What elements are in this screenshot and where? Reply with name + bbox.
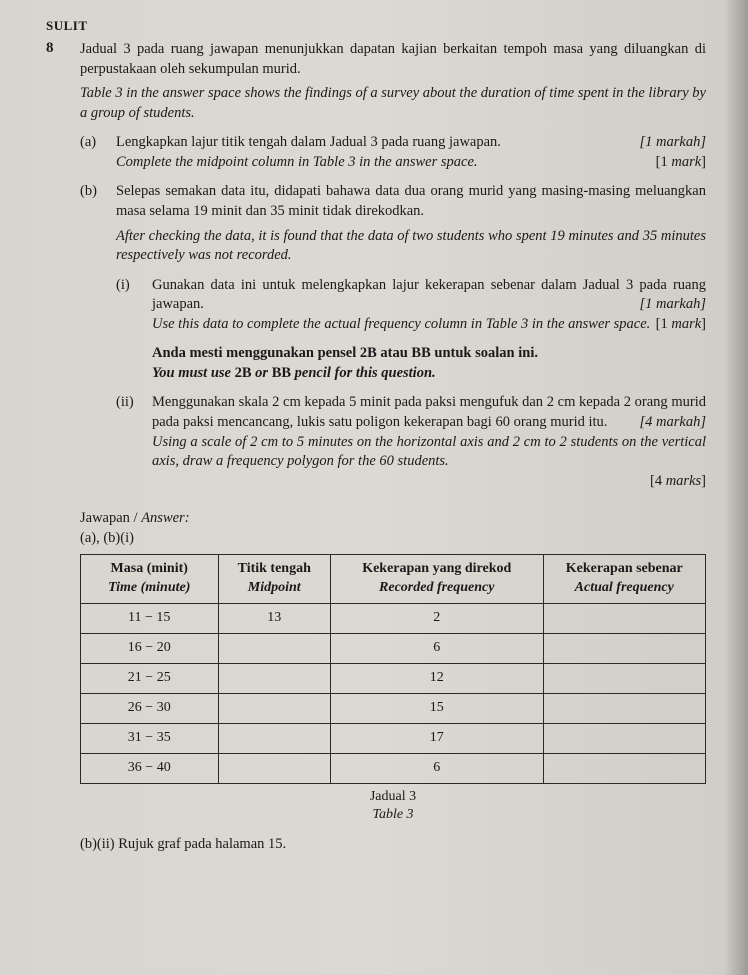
part-a: (a) Lengkapkan lajur titik tengah dalam … (80, 133, 706, 172)
answer-heading-en: Answer: (141, 510, 189, 526)
cell-range: 11 − 15 (81, 604, 219, 634)
table-3-wrap: Masa (minit) Time (minute) Titik tengah … (80, 554, 706, 825)
part-b-ii-ms: Menggunakan skala 2 cm kepada 5 minit pa… (152, 393, 706, 432)
part-b-i-en: Use this data to complete the actual fre… (152, 315, 706, 335)
intro-en: Table 3 in the answer space shows the fi… (80, 84, 706, 123)
table-3: Masa (minit) Time (minute) Titik tengah … (80, 554, 706, 783)
question-body: Jadual 3 pada ruang jawapan menunjukkan … (80, 40, 706, 855)
cell-recorded: 2 (331, 604, 544, 634)
part-b-i: (i) Gunakan data ini untuk melengkapkan … (116, 276, 706, 384)
cell-recorded: 12 (331, 663, 544, 693)
cell-actual (543, 723, 706, 753)
cell-actual (543, 693, 706, 723)
table-row: 11 − 15132 (81, 604, 706, 634)
answer-section: Jawapan / Answer: (a), (b)(i) Masa (mini… (80, 509, 706, 855)
table-row: 21 − 25 12 (81, 663, 706, 693)
table-row: 26 − 30 15 (81, 693, 706, 723)
th-time-en: Time (minute) (108, 580, 190, 595)
header-sulit: SULIT (46, 18, 706, 34)
part-b: (b) Selepas semakan data itu, didapati b… (80, 182, 706, 491)
cell-recorded: 6 (331, 753, 544, 783)
th-time: Masa (minit) Time (minute) (81, 555, 219, 604)
th-act: Kekerapan sebenar Actual frequency (543, 555, 706, 604)
part-b-ii-mark-en: [4 marks] (152, 472, 706, 492)
cell-recorded: 17 (331, 723, 544, 753)
answer-heading-ms: Jawapan / (80, 510, 141, 526)
part-b-i-mark-en: [1 mark] (656, 315, 706, 335)
part-b-ii-label: (ii) (116, 393, 142, 491)
th-rec-en: Recorded frequency (379, 580, 494, 595)
cell-range: 31 − 35 (81, 723, 219, 753)
table-row: 16 − 20 6 (81, 634, 706, 664)
cell-midpoint (218, 634, 331, 664)
table-row: 31 − 35 17 (81, 723, 706, 753)
cell-range: 26 − 30 (81, 693, 219, 723)
answer-parts-label: (a), (b)(i) (80, 529, 706, 549)
question-8: 8 Jadual 3 pada ruang jawapan menunjukka… (46, 40, 706, 855)
th-act-ms: Kekerapan sebenar (566, 561, 683, 576)
cell-midpoint (218, 753, 331, 783)
cell-recorded: 6 (331, 634, 544, 664)
cell-midpoint (218, 663, 331, 693)
part-b-i-mark-ms: [1 markah] (640, 295, 706, 315)
table-body: 11 − 1513216 − 20621 − 251226 − 301531 −… (81, 604, 706, 783)
table-caption: Jadual 3 Table 3 (80, 788, 706, 826)
table-header-row: Masa (minit) Time (minute) Titik tengah … (81, 555, 706, 604)
part-b-intro-en: After checking the data, it is found tha… (116, 227, 706, 266)
th-act-en: Actual frequency (575, 580, 674, 595)
table-caption-en: Table 3 (372, 807, 413, 822)
question-number: 8 (46, 40, 62, 855)
cell-actual (543, 663, 706, 693)
th-rec: Kekerapan yang direkod Recorded frequenc… (331, 555, 544, 604)
part-b-i-label: (i) (116, 276, 142, 384)
cell-actual (543, 634, 706, 664)
part-b-i-ms: Gunakan data ini untuk melengkapkan laju… (152, 276, 706, 315)
cell-actual (543, 604, 706, 634)
cell-range: 21 − 25 (81, 663, 219, 693)
part-b-i-note-en: You must use 2B or BB pencil for this qu… (152, 364, 706, 384)
part-b-i-note-ms: Anda mesti menggunakan pensel 2B atau BB… (152, 344, 706, 364)
th-rec-ms: Kekerapan yang direkod (362, 561, 511, 576)
part-a-ms: Lengkapkan lajur titik tengah dalam Jadu… (116, 133, 640, 153)
part-b-intro-ms: Selepas semakan data itu, didapati bahaw… (116, 182, 706, 221)
cell-midpoint (218, 693, 331, 723)
th-mid-ms: Titik tengah (238, 561, 311, 576)
cell-midpoint: 13 (218, 604, 331, 634)
part-b-ii-en: Using a scale of 2 cm to 5 minutes on th… (152, 433, 706, 472)
page-shadow (724, 0, 748, 975)
part-b-ii: (ii) Menggunakan skala 2 cm kepada 5 min… (116, 393, 706, 491)
cell-actual (543, 753, 706, 783)
table-row: 36 − 40 6 (81, 753, 706, 783)
th-mid: Titik tengah Midpoint (218, 555, 331, 604)
b-ii-reference: (b)(ii) Rujuk graf pada halaman 15. (80, 835, 706, 855)
th-mid-en: Midpoint (248, 580, 301, 595)
table-caption-ms: Jadual 3 (370, 789, 416, 804)
part-b-ii-mark-ms: [4 markah] (640, 413, 706, 433)
cell-range: 16 − 20 (81, 634, 219, 664)
cell-midpoint (218, 723, 331, 753)
intro-ms: Jadual 3 pada ruang jawapan menunjukkan … (80, 40, 706, 79)
part-a-en: Complete the midpoint column in Table 3 … (116, 153, 656, 173)
th-time-ms: Masa (minit) (111, 561, 188, 576)
cell-recorded: 15 (331, 693, 544, 723)
part-a-label: (a) (80, 133, 104, 172)
cell-range: 36 − 40 (81, 753, 219, 783)
answer-heading: Jawapan / Answer: (80, 509, 706, 529)
part-a-mark-en: [1 mark] (656, 153, 706, 173)
part-b-label: (b) (80, 182, 104, 491)
part-a-mark-ms: [1 markah] (640, 133, 706, 153)
